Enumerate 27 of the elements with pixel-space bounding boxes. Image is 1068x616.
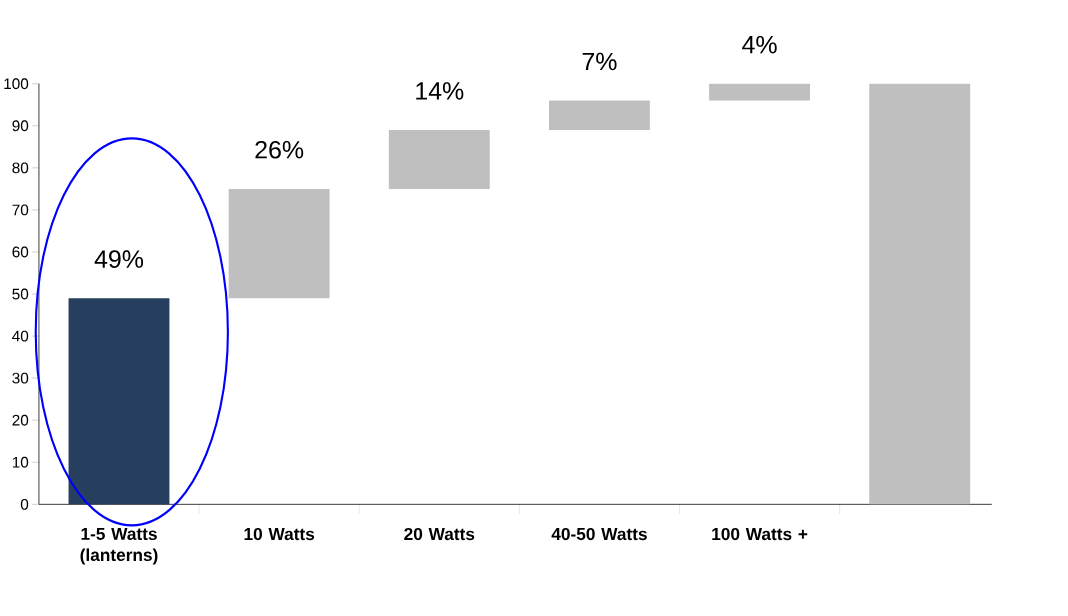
- data-label: 14%: [416, 82, 464, 100]
- x-tick-label: 40-50 Watts: [551, 527, 647, 541]
- x-tick-label: 10 Watts: [244, 527, 315, 541]
- x-tick-label: 20 Watts: [404, 527, 475, 541]
- y-tick-label: 100: [4, 78, 29, 90]
- y-tick-label: 70: [12, 204, 29, 216]
- bar: [228, 188, 330, 299]
- data-label: 7%: [582, 52, 617, 71]
- y-tick-label: 90: [12, 120, 29, 132]
- y-tick-label: 80: [12, 162, 29, 174]
- x-tick-label: 100 Watts +: [712, 527, 808, 541]
- y-tick-label: 20: [12, 414, 29, 426]
- bar: [548, 100, 650, 130]
- x-tick-label: 1-5 Watts (lanterns): [80, 527, 158, 565]
- bar: [388, 129, 490, 189]
- y-tick-label: 0: [20, 498, 29, 510]
- bar: [709, 83, 811, 101]
- bar: [869, 83, 971, 505]
- data-label: 26%: [255, 140, 304, 159]
- y-tick-label: 50: [12, 288, 29, 300]
- bar: [68, 298, 170, 505]
- y-tick-label: 60: [12, 246, 29, 258]
- data-label: 4%: [742, 35, 777, 54]
- y-tick-label: 40: [12, 330, 29, 342]
- y-tick-label: 10: [12, 456, 29, 468]
- data-label: 49%: [94, 250, 144, 268]
- y-tick-label: 30: [12, 372, 29, 384]
